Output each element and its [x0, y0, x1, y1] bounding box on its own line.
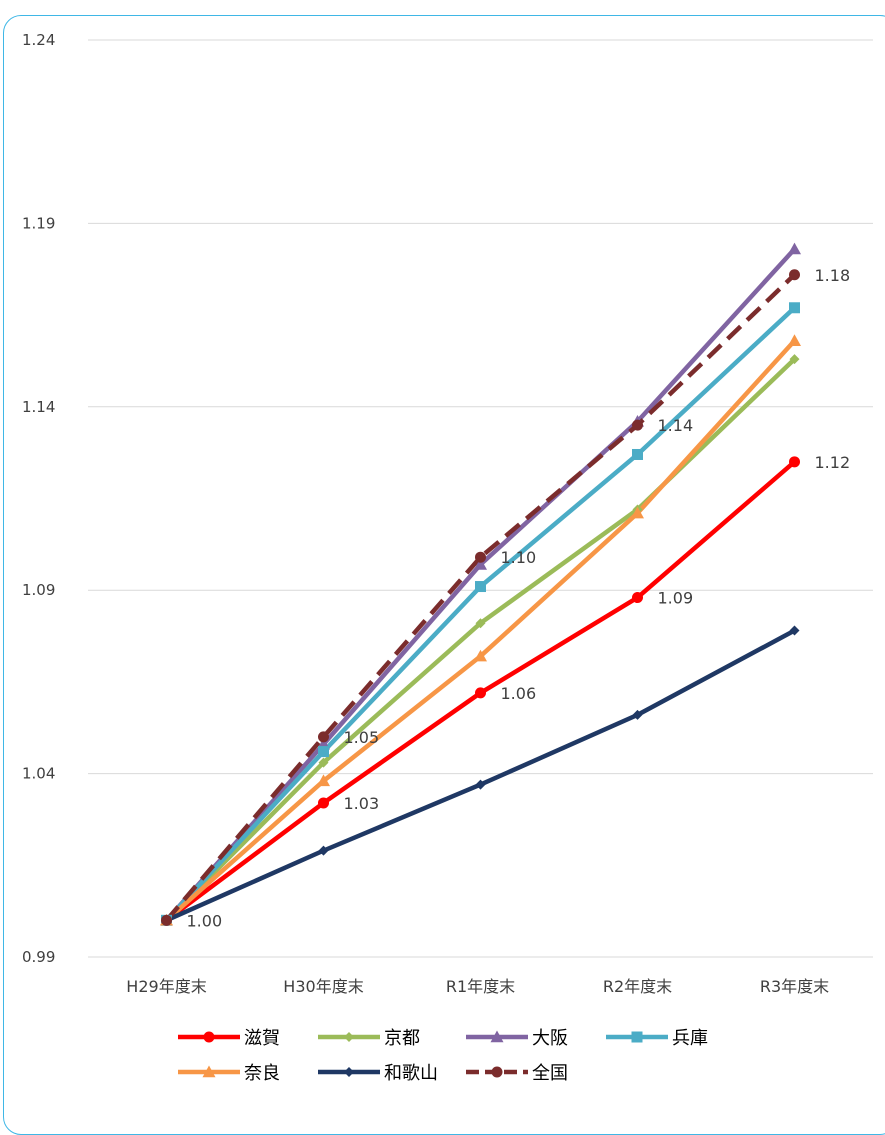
legend-label-2: 京都: [384, 1028, 420, 1049]
series-marker-2: [789, 354, 800, 365]
series-marker-2: [475, 618, 486, 629]
legend-marker-6: [344, 1067, 354, 1077]
x-axis: H29年度末 H30年度末 R1年度末 R2年度末 R3年度末: [126, 977, 829, 996]
legend-label-4: 兵庫: [672, 1028, 708, 1049]
legend-label-6: 和歌山: [384, 1063, 438, 1084]
y-tick-label: 0.99: [22, 948, 55, 966]
y-tick-label: 1.24: [22, 31, 55, 49]
series-markers: [160, 242, 801, 926]
series-marker-6: [789, 625, 800, 636]
y-tick-label: 1.14: [22, 398, 55, 416]
data-label: 1.06: [501, 684, 537, 703]
series-marker-3: [474, 558, 487, 570]
series-marker-1: [475, 687, 486, 699]
data-label: 1.05: [344, 728, 380, 747]
legend-marker-7: [491, 1066, 503, 1078]
series-marker-7: [632, 419, 643, 431]
data-label: 1.09: [658, 589, 694, 608]
data-label: 1.00: [187, 911, 223, 930]
legend-label-1: 滋賀: [244, 1028, 280, 1049]
data-label: 1.12: [815, 453, 851, 472]
series-marker-2: [318, 757, 329, 768]
series-marker-1: [318, 797, 329, 809]
series-marker-3: [788, 242, 801, 255]
series-marker-5: [631, 506, 644, 519]
y-tick-label: 1.04: [22, 765, 55, 783]
legend-marker-3: [490, 1030, 504, 1043]
legend-marker-2: [344, 1032, 354, 1042]
series-marker-6: [475, 779, 486, 790]
x-tick-label: H29年度末: [126, 977, 206, 996]
legend-label-5: 奈良: [244, 1063, 280, 1084]
series-marker-6: [318, 845, 329, 856]
legend-label-7: 全国: [532, 1063, 568, 1084]
series-line-6: [164, 628, 797, 923]
series-marker-7: [161, 914, 172, 926]
series-marker-7: [789, 269, 800, 281]
data-labels: 1.03 1.06 1.09 1.12 1.00 1.05 1.10 1.14 1.18: [187, 266, 851, 931]
series-marker-4: [318, 746, 329, 758]
y-tick-label: 1.19: [22, 214, 55, 232]
series-line-7: [164, 273, 797, 922]
legend-marker-1: [203, 1031, 215, 1043]
legend-marker-5: [202, 1065, 216, 1078]
data-label: 1.14: [658, 416, 694, 435]
data-label: 1.03: [344, 794, 380, 813]
x-tick-label: R3年度末: [760, 977, 829, 996]
data-label: 1.10: [501, 548, 537, 567]
series-marker-5: [317, 774, 330, 787]
line-chart: 0.99 1.04 1.09 1.14 1.19 1.24 H29年度末 H30年度末 R1年…: [22, 31, 873, 1084]
series-marker-7: [318, 731, 329, 743]
series-marker-1: [789, 456, 800, 468]
y-tick-label: 1.09: [22, 581, 55, 599]
x-tick-label: H30年度末: [283, 977, 363, 996]
series-marker-4: [475, 581, 486, 593]
legend-marker-4: [631, 1031, 643, 1043]
series-marker-1: [632, 592, 643, 604]
series-marker-4: [632, 448, 643, 460]
gridlines: [88, 39, 873, 958]
series-marker-4: [789, 302, 800, 314]
series-marker-6: [632, 709, 643, 720]
legend-label-3: 大阪: [532, 1028, 568, 1049]
series-line-5: [164, 338, 797, 923]
series-marker-5: [788, 334, 801, 346]
data-label: 1.18: [815, 266, 851, 285]
series-marker-7: [475, 551, 486, 563]
x-tick-label: R2年度末: [603, 977, 672, 996]
y-axis: 0.99 1.04 1.09 1.14 1.19 1.24: [22, 31, 55, 966]
x-tick-label: R1年度末: [446, 977, 515, 996]
series-marker-5: [474, 649, 487, 662]
